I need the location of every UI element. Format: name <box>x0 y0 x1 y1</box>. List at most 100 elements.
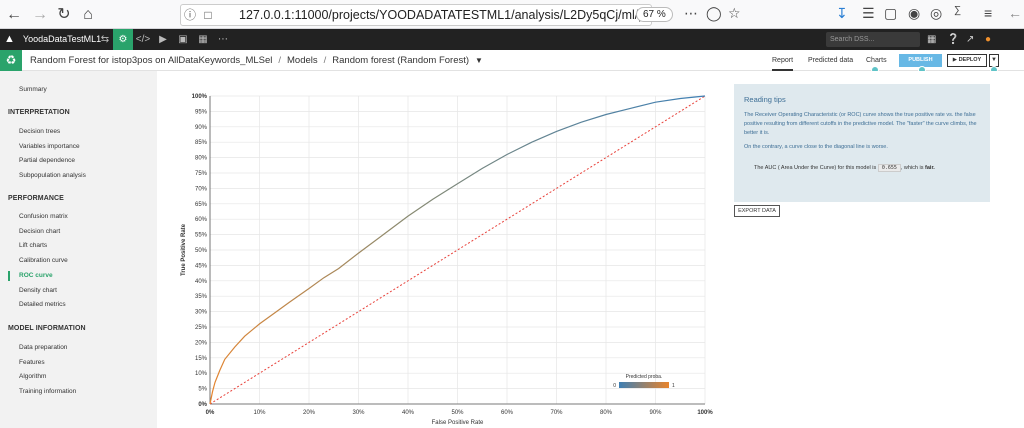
sidebar-item-detailed-metrics[interactable]: Detailed metrics <box>19 301 66 308</box>
search-input[interactable]: Search DSS... <box>826 32 920 47</box>
analysis-icon: ♻ <box>0 50 22 71</box>
tab-charts[interactable]: Charts <box>866 57 887 64</box>
sidebar-item-training-information[interactable]: Training information <box>19 388 77 395</box>
sidebar-item-data-preparation[interactable]: Data preparation <box>19 344 68 351</box>
y-tick-label: 70% <box>195 186 208 192</box>
code-icon[interactable]: </> <box>135 34 151 45</box>
tab-report[interactable]: Report <box>772 50 794 71</box>
sidebar-item-variables-importance[interactable]: Variables importance <box>19 143 80 150</box>
y-tick-label: 100% <box>192 94 208 100</box>
y-tick-label: 0% <box>198 402 207 408</box>
y-tick-label: 10% <box>195 371 208 377</box>
account-icon[interactable]: ◉ <box>908 5 921 21</box>
home-icon[interactable]: ⌂ <box>83 6 93 23</box>
sidebar-item-features[interactable]: Features <box>19 359 45 366</box>
legend-min-label: 0 <box>613 383 616 389</box>
x-tick-label: 20% <box>303 410 316 416</box>
extension-icon-2[interactable]: ∑ <box>954 5 962 16</box>
y-tick-label: 95% <box>195 109 208 115</box>
run-icon[interactable]: ▶ <box>159 34 167 45</box>
activity-icon[interactable]: ↗ <box>966 34 975 45</box>
jobs-icon[interactable]: ▣ <box>178 34 188 45</box>
sidebar-item-partial-dependence[interactable]: Partial dependence <box>19 157 76 164</box>
y-tick-label: 45% <box>195 263 208 269</box>
apps-grid-icon[interactable]: ▦ <box>927 34 937 45</box>
x-tick-label: 100% <box>697 410 713 416</box>
reload-icon[interactable]: ↻ <box>57 6 71 23</box>
auc-suffix: , which is <box>900 165 924 171</box>
y-tick-label: 50% <box>195 248 208 254</box>
lab-icon[interactable]: ⚙ <box>113 29 133 50</box>
breadcrumb-model[interactable]: Random forest (Random Forest) <box>332 55 470 66</box>
sidebar-item-calibration-curve[interactable]: Calibration curve <box>19 257 68 264</box>
sidebar-item-density-chart[interactable]: Density chart <box>19 287 57 294</box>
breadcrumb-models[interactable]: Models <box>287 55 318 66</box>
flow-icon[interactable]: ⇆ <box>100 34 110 45</box>
more-icon[interactable]: ⋯ <box>684 5 698 21</box>
tab-predicted-data[interactable]: Predicted data <box>808 57 854 64</box>
y-tick-label: 65% <box>195 202 208 208</box>
roc-chart: 0% 10% 20% 30% 40% 50% 60% 70% 80% 90% 100% 0% 5% 10%… <box>181 94 713 426</box>
avatar[interactable]: ● <box>985 34 992 45</box>
sidebar-item-decision-chart[interactable]: Decision chart <box>19 228 61 235</box>
reading-tips-panel: Reading tips The Receiver Operating Char… <box>734 84 990 202</box>
deploy-label: DEPLOY <box>958 57 982 63</box>
pocket-icon[interactable]: ◯ <box>706 5 722 21</box>
export-data-button[interactable]: EXPORT DATA <box>734 205 780 217</box>
chevron-down-icon[interactable]: ▼ <box>475 56 483 65</box>
y-tick-label: 60% <box>195 217 208 223</box>
sidebar-item-summary[interactable]: Summary <box>19 86 47 93</box>
auc-summary: The AUC ( Area Under the Curve) for this… <box>754 164 980 172</box>
breadcrumb-analysis[interactable]: Random Forest for istop3pos on AllDataKe… <box>30 55 273 66</box>
y-axis-label: True Positive Rate <box>181 223 187 276</box>
x-tick-label: 90% <box>649 410 662 416</box>
back-icon[interactable]: ← <box>6 6 22 23</box>
report-sidebar: Summary INTERPRETATION Decision trees Va… <box>0 71 157 428</box>
help-icon[interactable]: ❔ <box>947 34 960 45</box>
app-brand[interactable]: ▲ YoodaDataTestML1 <box>4 29 101 50</box>
y-tick-label: 55% <box>195 233 208 239</box>
legend-max-label: 1 <box>672 383 675 389</box>
bookmark-star-icon[interactable]: ☆ <box>728 5 741 21</box>
sidebar-item-subpopulation[interactable]: Subpopulation analysis <box>19 172 86 179</box>
auc-value: 0.655 <box>877 164 901 172</box>
zoom-level[interactable]: 67 % <box>636 7 673 22</box>
sidebar-item-decision-trees[interactable]: Decision trees <box>19 128 61 135</box>
y-tick-label: 25% <box>195 325 208 331</box>
sidebar-collapse-icon[interactable]: ← <box>1008 5 1022 21</box>
sidebar-heading-interpretation: INTERPRETATION <box>8 109 70 116</box>
url-bar[interactable]: ⓘ □ 127.0.0.1:11000/projects/YOODADATATES… <box>180 4 652 26</box>
sidebar-item-algorithm[interactable]: Algorithm <box>19 373 47 380</box>
publish-button[interactable]: PUBLISH <box>899 54 942 67</box>
dashboard-icon[interactable]: ▦ <box>198 34 208 45</box>
more-nav-icon[interactable]: ⋯ <box>218 34 228 45</box>
y-tick-label: 90% <box>195 125 208 131</box>
download-icon[interactable]: ↧ <box>836 5 848 21</box>
page-info-icon[interactable]: ⓘ <box>183 8 196 22</box>
sidebar-item-roc-curve[interactable]: ROC curve <box>19 272 53 279</box>
x-tick-label: 60% <box>501 410 514 416</box>
forward-icon[interactable]: → <box>32 6 48 23</box>
sidebar-item-lift-charts[interactable]: Lift charts <box>19 242 48 249</box>
auc-rating: fair. <box>925 165 935 171</box>
y-tick-label: 30% <box>195 310 208 316</box>
extension-icon[interactable]: ◎ <box>930 5 943 21</box>
roc-curve-line <box>209 95 706 405</box>
y-tick-label: 80% <box>195 156 208 162</box>
legend-title: Predicted proba. <box>626 374 663 380</box>
x-tick-label: 30% <box>352 410 365 416</box>
project-name: YoodaDataTestML1 <box>22 34 102 44</box>
deploy-button[interactable]: ▶ DEPLOY <box>947 54 987 67</box>
x-axis-label: False Positive Rate <box>432 420 484 426</box>
x-tick-label: 40% <box>402 410 415 416</box>
lock-icon: □ <box>204 8 212 22</box>
sidebar-icon[interactable]: ▢ <box>884 5 898 21</box>
library-icon[interactable]: ☰ <box>862 5 875 21</box>
sidebar-heading-model-information: MODEL INFORMATION <box>8 325 86 332</box>
sidebar-item-confusion-matrix[interactable]: Confusion matrix <box>19 213 68 220</box>
menu-icon[interactable]: ≡ <box>984 5 993 21</box>
x-tick-label: 10% <box>253 410 266 416</box>
x-tick-label: 0% <box>206 410 215 416</box>
url-text: 127.0.0.1:11000/projects/YOODADATATESTML… <box>239 8 651 22</box>
x-tick-label: 50% <box>451 410 464 416</box>
